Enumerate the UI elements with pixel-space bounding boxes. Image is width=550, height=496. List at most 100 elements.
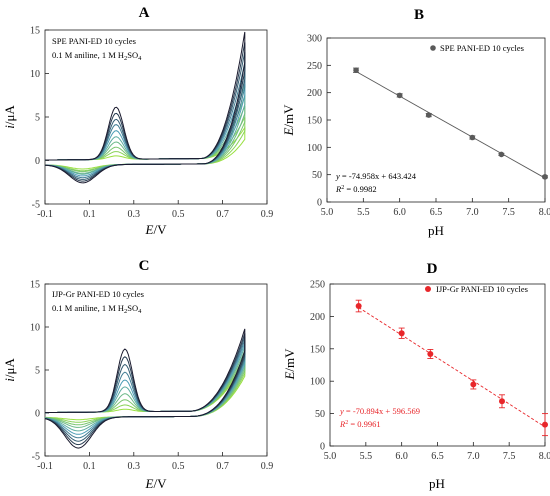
panel-b-fit-line [355,71,546,179]
panel-c-cycle-3-curve [44,353,246,426]
panel-b-data-point [542,174,548,180]
panel-d-legend-label: IJP-Gr PANI-ED 10 cycles [436,284,528,294]
panel-a-y-tick-label: 10 [30,69,40,80]
panel-d-ticks: 5.0 5.5 6.0 6.5 7.0 7.5 8.0 0 50 100 150 200 250 [310,280,550,463]
panel-d-data-point [427,350,434,357]
panel-d-y-axis-label: E/mV [282,348,297,381]
panel-c-cycle-10-curve [44,328,246,449]
panel-b-data-point [425,112,432,118]
panel-a-label-2: 0.1 M aniline, 1 M H2SO4 [52,50,142,62]
panel-a-label-1: SPE PANI-ED 10 cycles [52,36,136,46]
panel-b-x-tick-label: 7.0 [466,207,479,218]
panel-c-ticks: -0.1 0.1 0.3 0.5 0.7 0.9 -5 0 5 10 15 [30,280,273,473]
panel-d-data-point [542,421,548,428]
panel-b-y-tick-label: 200 [307,88,322,99]
panel-d-y-tick-label: 200 [310,312,325,323]
panel-b-marks [353,67,548,180]
panel-d-y-tick-label: 100 [310,377,325,388]
panel-a-curves [44,31,246,184]
panel-d-data-point [355,303,362,310]
panel-d-x-tick-label: 7.5 [503,451,516,462]
panel-b-y-tick-label: 250 [307,61,322,72]
panel-b-x-tick-label: 6.0 [393,207,406,218]
panel-c-cycle-8-curve [44,336,246,442]
panel-b-x-tick-label: 8.0 [539,207,550,218]
panel-a-y-tick-label: 5 [35,113,40,124]
panel-d-x-axis-label: pH [429,476,445,491]
panel-b: B 5.0 5.5 6.0 6.5 7.0 7.5 8.0 0 50 100 150 200 250 30… [281,7,550,238]
panel-a-x-tick-label: 0.7 [216,209,229,220]
panel-d-x-tick-label: 6.5 [431,451,444,462]
panel-d-r-squared: R2 = 0.9961 [339,419,381,429]
panel-d-data-point [499,398,505,405]
panel-b-y-tick-label: 150 [307,116,322,127]
panel-a-y-tick-label: 0 [35,156,40,167]
panel-b-legend-label: SPE PANI-ED 10 cycles [440,43,524,53]
panel-a-x-tick-label: -0.1 [37,209,53,220]
panel-b-x-tick-label: 6.5 [430,207,443,218]
panel-d-data-point [398,330,405,337]
panel-d-letter: D [427,261,438,277]
panel-d-y-tick-label: 250 [310,280,325,291]
panel-b-legend-marker [430,45,436,51]
panel-b-data-point [469,134,476,141]
panel-a-y-axis-label: i/μA [2,105,17,129]
panel-d-y-tick-label: 0 [320,442,325,453]
panel-c-y-tick-label: -5 [32,452,40,463]
panel-a-letter: A [139,5,150,21]
panel-c-x-tick-label: 0.5 [172,461,185,472]
panel-d-fit-equation: y = -70.894x + 596.569 [339,406,420,416]
panel-b-fit-equation: y = -74.958x + 643.424 [335,171,417,181]
panel-a-cycle-4-curve [44,95,246,174]
panel-d-data-point [470,381,477,388]
panel-a-cycle-10-curve [44,31,246,184]
panel-b-r-squared: R2 = 0.9982 [335,184,377,194]
panel-c-x-tick-label: 0.7 [216,461,229,472]
panel-b-x-axis-label: pH [428,223,444,238]
panel-b-letter: B [414,7,424,23]
panel-a-x-tick-label: 0.3 [128,209,141,220]
panel-d-legend-marker [425,286,431,292]
panel-b-data-point [498,151,505,158]
panel-c-y-axis-label: i/μA [2,358,17,382]
panel-c-x-axis-label: E/V [145,476,168,491]
panel-b-x-tick-label: 5.5 [357,207,370,218]
panel-a-cycle-6-curve [44,72,246,177]
panel-c-cycle-9-curve [44,333,246,446]
panel-d-marks [355,299,548,437]
panel-a-y-tick-label: 15 [30,26,40,37]
panel-a-x-tick-label: 0.9 [261,209,274,220]
panel-c-cycle-7-curve [44,339,246,439]
panel-c-y-tick-label: 5 [35,366,40,377]
panel-c-curves [44,328,246,449]
panel-d-y-tick-label: 150 [310,344,325,355]
panel-c-cycle-6-curve [44,343,246,435]
panel-b-data-point [353,67,359,74]
panel-b-y-tick-label: 300 [307,34,322,45]
panel-c-y-tick-label: 15 [30,280,40,291]
panel-b-y-tick-label: 0 [317,198,322,209]
panel-b-y-tick-label: 50 [312,170,322,181]
panel-b-x-tick-label: 5.0 [321,207,334,218]
panel-d-x-tick-label: 8.0 [539,451,550,462]
panel-c-label-2: 0.1 M aniline, 1 M H2SO4 [52,303,142,315]
panel-d-y-tick-label: 50 [315,409,325,420]
panel-d-x-tick-label: 5.0 [324,451,337,462]
panel-c-x-tick-label: 0.3 [128,461,141,472]
panel-c-x-tick-label: -0.1 [37,461,53,472]
panel-a-x-tick-label: 0.1 [83,209,96,220]
panel-b-y-axis-label: E/mV [281,104,296,137]
panel-d-x-tick-label: 6.0 [395,451,408,462]
panel-c-cycle-5-curve [44,346,246,432]
panel-b-ticks: 5.0 5.5 6.0 6.5 7.0 7.5 8.0 0 50 100 150 200 250 300 [307,34,550,219]
panel-d-x-tick-label: 5.5 [360,451,373,462]
panel-a-x-tick-label: 0.5 [172,209,185,220]
panel-c-letter: C [139,258,150,274]
panel-a: A -0.1 0.1 0.3 0.5 0.7 0.9 -5 0 5 10 15 SPE PANI-E… [2,5,273,237]
panel-c-x-tick-label: 0.1 [83,461,96,472]
panel-a-ticks: -0.1 0.1 0.3 0.5 0.7 0.9 -5 0 5 10 15 [30,26,273,221]
panel-c-x-tick-label: 0.9 [261,461,274,472]
panel-a-cycle-3-curve [44,105,246,173]
panel-c-y-tick-label: 0 [35,409,40,420]
